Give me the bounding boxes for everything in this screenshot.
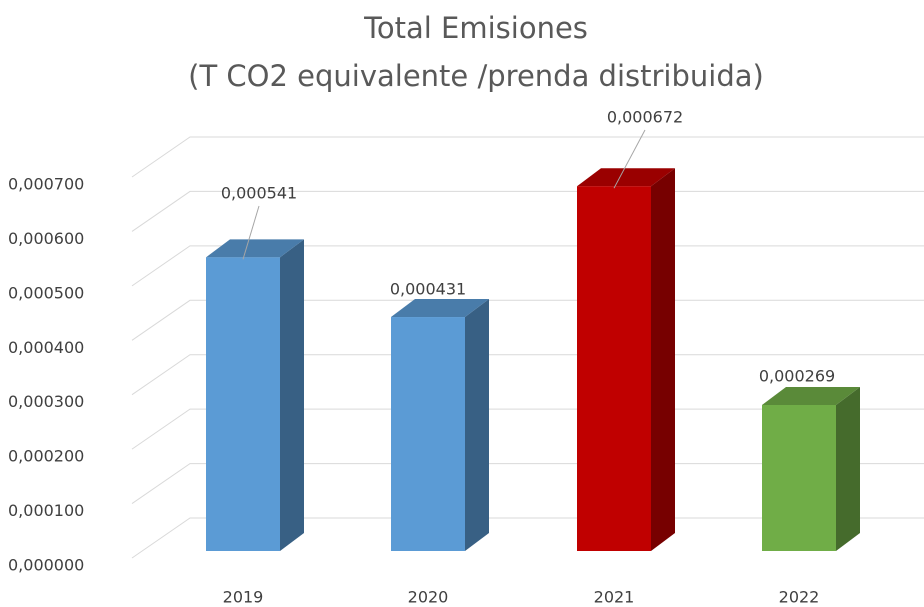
grid-line: [131, 517, 924, 559]
grid-line: [131, 408, 924, 450]
y-tick-label: 0,000400: [8, 338, 84, 357]
bar-side: [280, 239, 304, 552]
bar: [391, 317, 465, 551]
y-tick-label: 0,000500: [8, 283, 84, 302]
bar-top: [762, 386, 860, 405]
value-label: 0,000431: [390, 280, 466, 299]
y-tick-label: 0,000000: [8, 556, 84, 575]
x-tick-label: 2020: [408, 588, 449, 607]
value-label: 0,000672: [607, 108, 683, 127]
chart-subtitle: (T CO2 equivalente /prenda distribuida): [188, 59, 764, 93]
grid-line: [131, 463, 924, 504]
bar-top: [577, 168, 675, 187]
value-label: 0,000541: [221, 184, 297, 203]
bar: [577, 186, 651, 551]
x-tick-label: 2022: [779, 588, 820, 607]
leader-line: [613, 129, 646, 189]
bar: [206, 257, 280, 551]
grid-line: [131, 299, 924, 341]
grid-line: [131, 354, 924, 396]
y-tick-label: 0,000700: [8, 175, 84, 194]
y-tick-label: 0,000300: [8, 392, 84, 411]
bar-side: [836, 386, 860, 551]
y-tick-label: 0,000200: [8, 447, 84, 466]
x-tick-label: 2019: [223, 588, 264, 607]
x-tick-label: 2021: [594, 588, 635, 607]
leader-line: [242, 205, 260, 260]
bar-top: [391, 299, 489, 318]
bar: [762, 404, 836, 551]
chart-title: Total Emisiones: [363, 11, 588, 45]
grid-line: [131, 190, 924, 232]
y-tick-label: 0,000600: [8, 229, 84, 248]
bar-side: [465, 299, 489, 551]
grid-line: [131, 245, 924, 287]
value-label: 0,000269: [759, 367, 835, 386]
bar-top: [206, 239, 304, 258]
y-tick-label: 0,000100: [8, 501, 84, 520]
grid-line: [131, 136, 924, 178]
bar-side: [651, 168, 675, 551]
